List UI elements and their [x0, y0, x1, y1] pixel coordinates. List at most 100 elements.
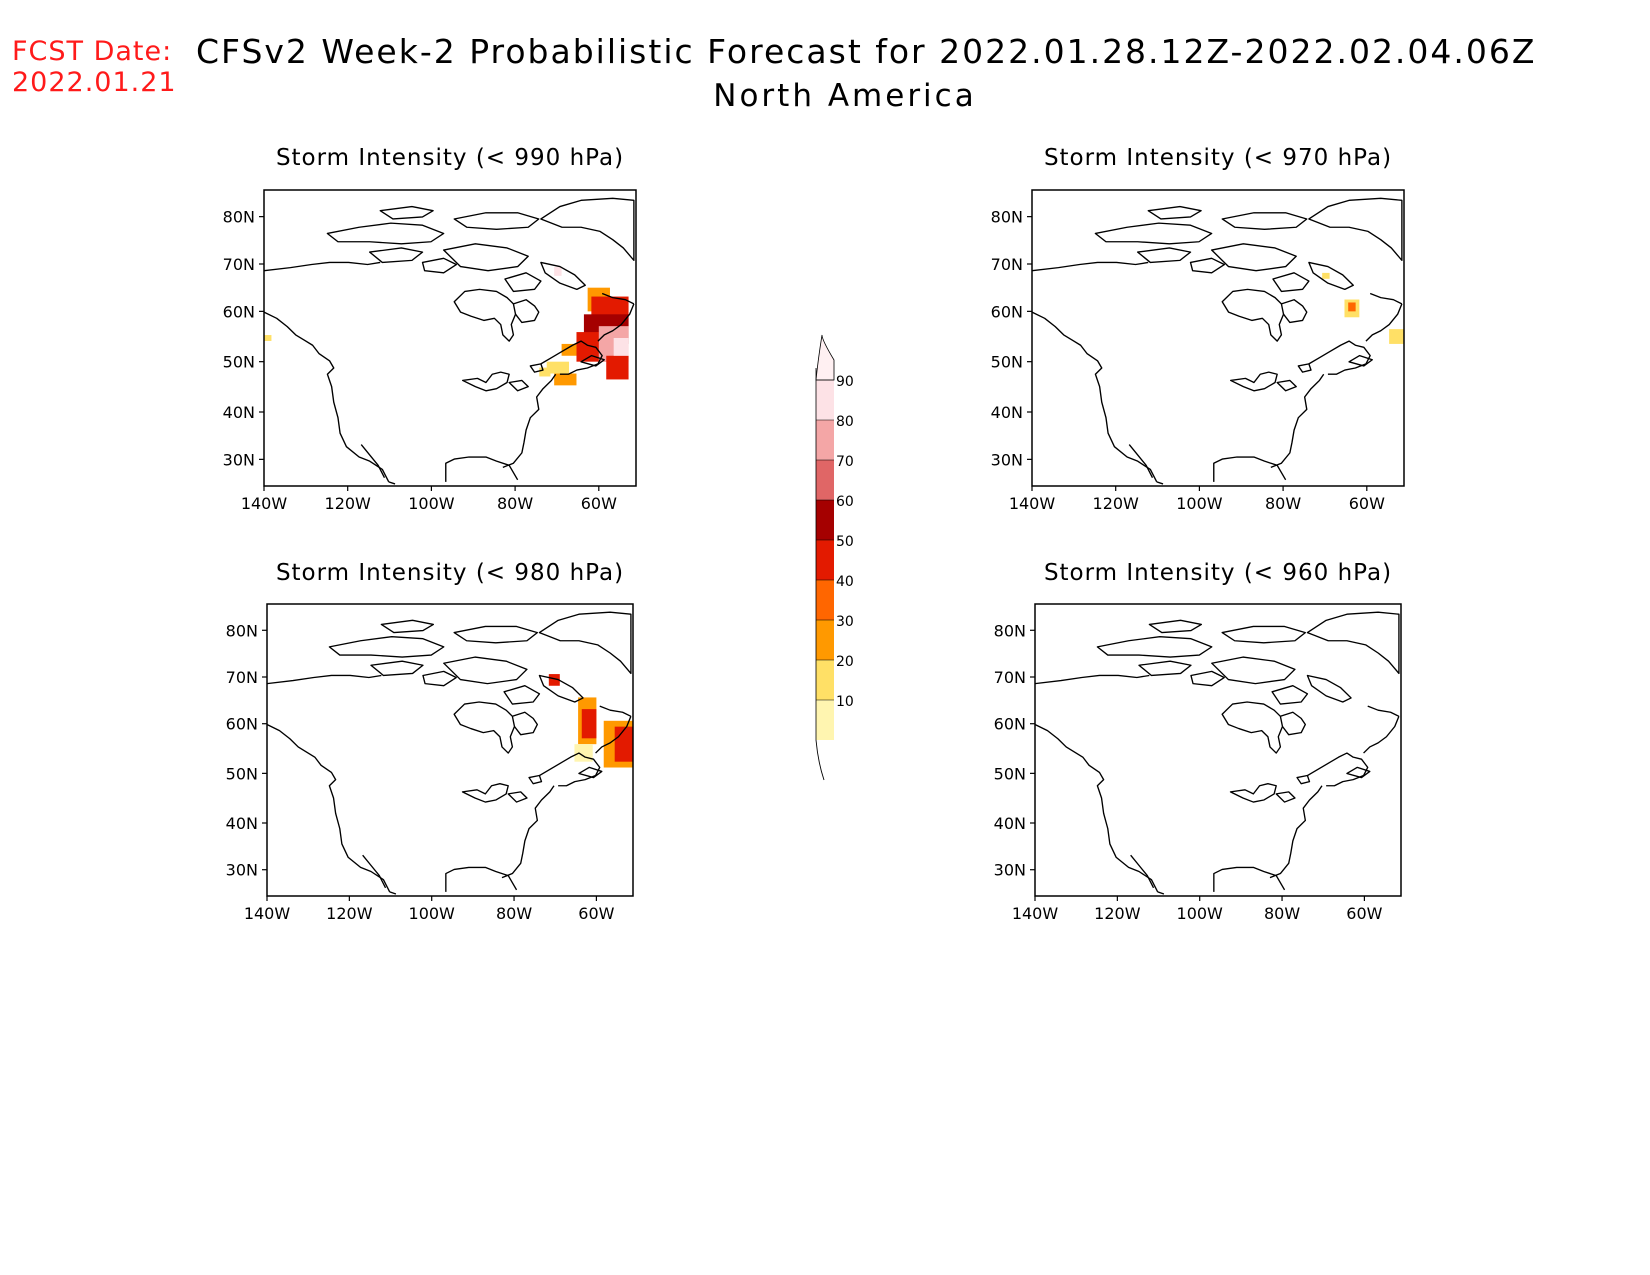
map-frame [1031, 189, 1405, 487]
lon-tick-label: 80W [1264, 904, 1300, 923]
panel-title: Storm Intensity (< 980 hPa) [276, 560, 624, 586]
colorbar-swatch [816, 500, 834, 540]
lat-tick-label: 40N [994, 814, 1026, 833]
colorbar-swatch [816, 460, 834, 500]
lat-tick-label: 70N [994, 668, 1026, 687]
panel-title: Storm Intensity (< 970 hPa) [1044, 145, 1392, 171]
colorbar-swatch [816, 580, 834, 620]
probability-shade [606, 355, 629, 380]
probability-shade [554, 266, 562, 276]
colorbar-label: 10 [836, 694, 854, 710]
lat-tick-label: 40N [991, 403, 1023, 422]
lat-tick-label: 50N [991, 353, 1023, 372]
probability-shade [581, 709, 597, 739]
lat-tick-label: 30N [991, 450, 1023, 469]
lat-tick-label: 70N [991, 255, 1023, 274]
lon-tick-label: 140W [1009, 494, 1056, 513]
page-subtitle: North America [713, 78, 977, 114]
lon-tick-label: 80W [496, 904, 532, 923]
lon-tick-label: 100W [409, 904, 456, 923]
probability-shade [548, 674, 560, 686]
map-frame [263, 189, 637, 487]
map-frame [1034, 603, 1402, 897]
lon-tick-label: 80W [1265, 494, 1301, 513]
lat-tick-label: 70N [223, 255, 255, 274]
probability-shade [539, 367, 551, 377]
map-panel-p980: Storm Intensity (< 980 hPa) 80N 70N 60N 50N 4… [226, 560, 634, 923]
colorbar-swatch [816, 660, 834, 700]
forecast-date-label: FCST Date: 2022.01.21 [12, 36, 177, 98]
lat-tick-label: 30N [223, 450, 255, 469]
lon-tick-label: 60W [578, 904, 614, 923]
lon-tick-label: 100W [408, 494, 455, 513]
lat-tick-label: 80N [226, 621, 258, 640]
fcst-date-value: 2022.01.21 [12, 67, 177, 98]
lon-tick-label: 120W [325, 494, 372, 513]
fcst-date-caption: FCST Date: [12, 36, 173, 67]
lat-tick-label: 60N [994, 715, 1026, 734]
lon-tick-label: 140W [244, 904, 291, 923]
lon-tick-label: 120W [326, 904, 373, 923]
probability-shade [264, 335, 272, 341]
colorbar: 90 80 70 60 50 40 30 20 10 [815, 334, 854, 781]
colorbar-label: 30 [836, 614, 854, 630]
colorbar-swatch [816, 380, 834, 420]
probability-shade [1348, 302, 1356, 312]
probability-shade [561, 343, 577, 356]
probability-shade [614, 726, 633, 762]
colorbar-label: 90 [836, 374, 854, 390]
lat-tick-label: 60N [223, 302, 255, 321]
page-title: CFSv2 Week-2 Probabilistic Forecast for … [196, 32, 1537, 71]
lat-tick-label: 50N [223, 353, 255, 372]
colorbar-label: 50 [836, 534, 854, 550]
lon-tick-label: 140W [1012, 904, 1059, 923]
lon-tick-label: 100W [1177, 904, 1224, 923]
lat-tick-label: 50N [994, 764, 1026, 783]
colorbar-label: 80 [836, 414, 854, 430]
lat-tick-label: 30N [994, 861, 1026, 880]
colorbar-top-cap [815, 334, 835, 381]
lat-tick-label: 40N [226, 814, 258, 833]
coastline [1031, 197, 1403, 485]
probability-shade [1389, 329, 1404, 344]
lat-tick-label: 80N [223, 208, 255, 227]
probability-shade [554, 373, 577, 386]
lat-tick-label: 30N [226, 861, 258, 880]
lon-tick-label: 60W [581, 494, 617, 513]
lon-tick-label: 60W [1346, 904, 1382, 923]
lat-tick-label: 40N [223, 403, 255, 422]
coastline [1034, 611, 1400, 895]
lon-tick-label: 120W [1093, 494, 1140, 513]
colorbar-label: 40 [836, 574, 854, 590]
map-panel-p960: Storm Intensity (< 960 hPa) 80N 70N 60N 50N 4… [994, 560, 1402, 923]
colorbar-swatch [816, 420, 834, 460]
probability-shade [613, 338, 629, 356]
lon-tick-label: 60W [1349, 494, 1385, 513]
panel-title: Storm Intensity (< 990 hPa) [276, 145, 624, 171]
lat-tick-label: 70N [226, 668, 258, 687]
lat-tick-label: 50N [226, 764, 258, 783]
lat-tick-label: 80N [994, 621, 1026, 640]
probability-shade [574, 744, 593, 762]
lat-tick-label: 60N [991, 302, 1023, 321]
colorbar-swatch [816, 700, 834, 740]
probability-shade [1322, 272, 1330, 279]
lon-tick-label: 80W [497, 494, 533, 513]
lon-tick-label: 120W [1094, 904, 1141, 923]
map-frame [266, 603, 634, 897]
lat-tick-label: 60N [226, 715, 258, 734]
lon-tick-label: 140W [241, 494, 288, 513]
colorbar-swatch [816, 540, 834, 580]
colorbar-label: 20 [836, 654, 854, 670]
lon-tick-label: 100W [1176, 494, 1223, 513]
lat-tick-label: 80N [991, 208, 1023, 227]
colorbar-label: 70 [836, 454, 854, 470]
colorbar-swatch [816, 620, 834, 660]
colorbar-label: 60 [836, 494, 854, 510]
probability-shade [546, 361, 570, 374]
panel-title: Storm Intensity (< 960 hPa) [1044, 560, 1392, 586]
map-panel-p970: Storm Intensity (< 970 hPa) 80N 70N 60N 50N 4… [991, 145, 1405, 513]
colorbar-bottom-cap [815, 739, 825, 781]
map-panel-p990: Storm Intensity (< 990 hPa) 80N 70N 60N 50N 4… [223, 145, 637, 513]
